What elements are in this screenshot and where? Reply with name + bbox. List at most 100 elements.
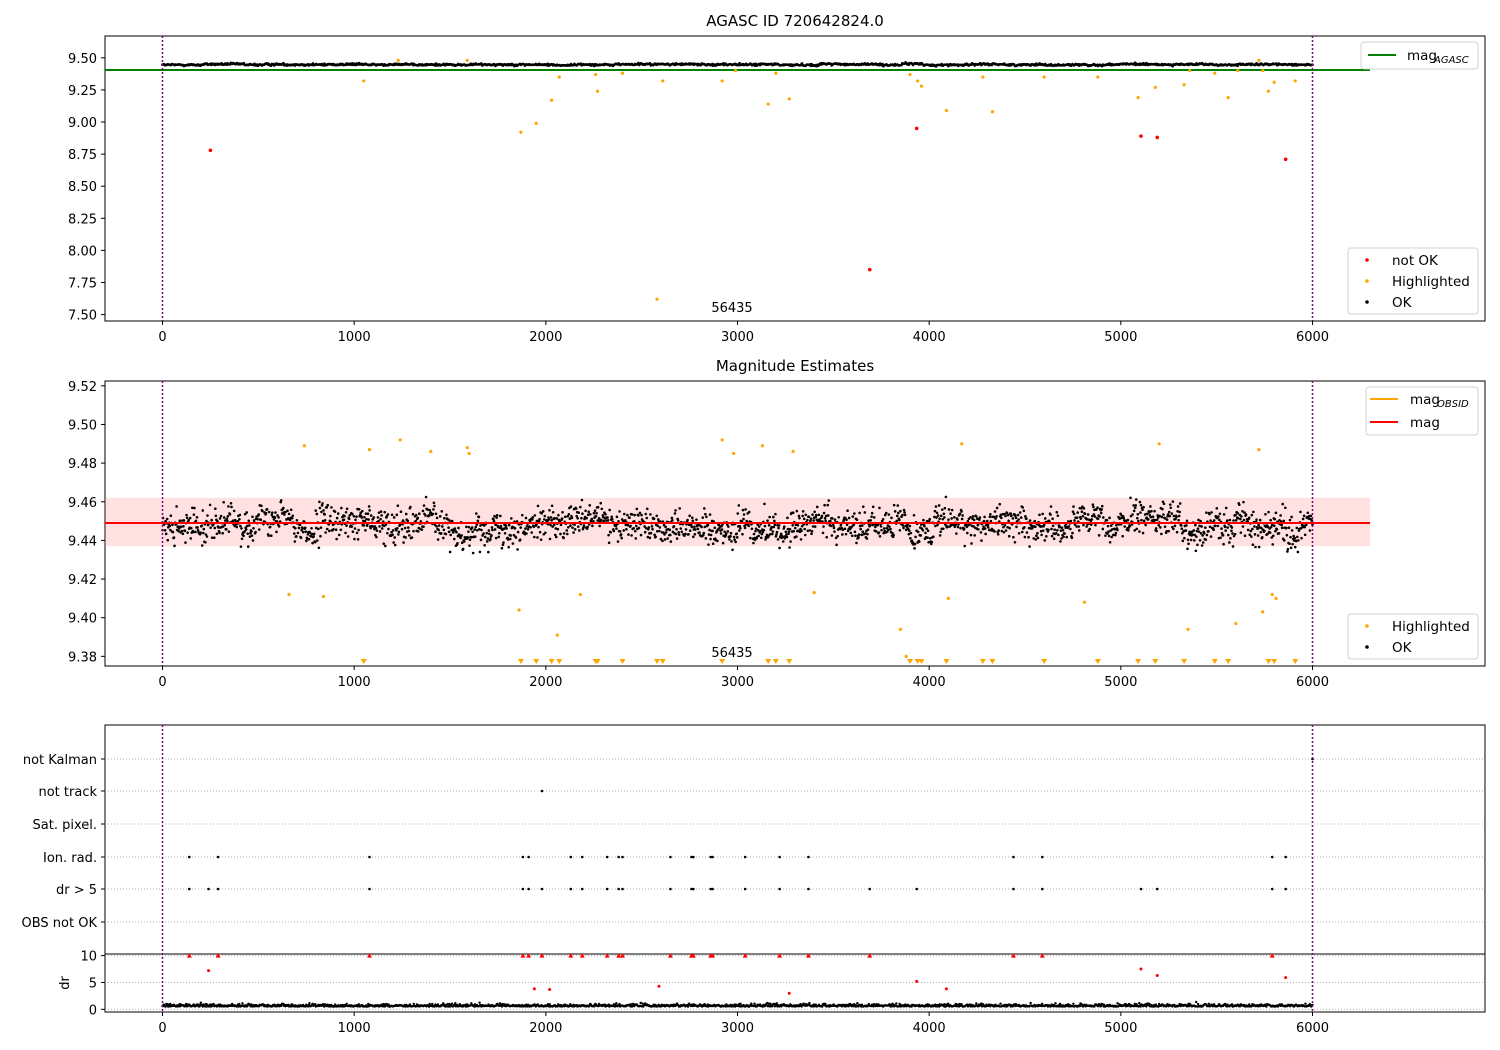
chart-2-ok-point: [741, 508, 745, 512]
chart-2-ok-point: [907, 532, 911, 536]
chart-2-ok-point: [369, 514, 373, 517]
chart-2-ok-point: [640, 513, 643, 517]
chart-2-ok-point: [437, 528, 440, 532]
chart-2-ok-point: [367, 505, 371, 508]
chart-2-ok-point: [1229, 537, 1232, 540]
chart-2-ok-point: [1111, 533, 1115, 537]
chart-2-ok-point: [233, 524, 236, 528]
chart-2-ok-point: [571, 526, 574, 529]
chart-2-ok-point: [963, 544, 967, 548]
chart-3-flag-point: [709, 855, 712, 859]
chart-2-ok-point: [238, 517, 241, 521]
chart-2-ok-point: [323, 518, 327, 522]
chart-3-flag-point: [569, 855, 573, 859]
chart-2-ok-point: [879, 525, 883, 528]
chart-2-ok-point: [1027, 535, 1030, 539]
chart-2-offscale-marker: [654, 659, 660, 664]
chart-2-ok-point: [231, 519, 235, 522]
chart-2-ok-point: [165, 517, 169, 521]
chart-2-ok-point: [658, 529, 661, 533]
chart-2-ok-point: [1051, 524, 1055, 528]
chart-2-ok-point: [1135, 527, 1139, 531]
chart-2-ok-point: [166, 538, 170, 542]
chart-2-ok-point: [1134, 498, 1138, 501]
chart-2-ok-point: [804, 513, 808, 517]
chart-2-ok-point: [1285, 533, 1289, 537]
chart-2-ok-point: [531, 516, 535, 519]
chart-2-offscale-marker: [1135, 659, 1142, 664]
chart-2-ok-point: [1094, 523, 1097, 527]
chart-2-ok-point: [477, 515, 481, 519]
chart-2-ok-point: [752, 532, 756, 536]
chart-2-ok-point: [693, 532, 697, 536]
chart-2-ok-point: [219, 514, 223, 518]
chart-2-ok-point: [982, 525, 985, 529]
chart-2-ok-point: [844, 532, 848, 536]
chart-2-ok-point: [1137, 519, 1140, 523]
chart-2-ok-point: [726, 530, 730, 533]
chart-2-ok-point: [977, 528, 980, 531]
chart-2-ok-point: [586, 525, 589, 529]
chart-2-ok-point: [283, 513, 286, 516]
chart-2-ok-point: [1114, 533, 1117, 537]
chart-2-ok-point: [934, 505, 938, 508]
chart-2-ok-point: [513, 527, 517, 530]
chart-2-highlighted-point: [555, 633, 559, 637]
chart-2-ok-point: [1049, 513, 1052, 516]
chart-2-ok-point: [214, 507, 217, 511]
chart-2-ok-point: [1057, 533, 1060, 537]
chart-2-ok-point: [1129, 496, 1132, 500]
chart-2-ok-point: [707, 533, 711, 536]
chart-2-ok-point: [581, 512, 584, 515]
chart-1-not-ok-point: [1155, 135, 1160, 140]
chart-3-flag-point: [711, 887, 714, 891]
chart-2-ok-point: [340, 506, 343, 510]
chart-2-ok-point: [978, 516, 982, 519]
chart-2-ok-point: [1030, 527, 1034, 530]
chart-2-ok-point: [1160, 532, 1163, 536]
chart-2-ytick-label: 9.38: [68, 650, 97, 665]
chart-2-ok-point: [973, 534, 976, 537]
chart-2-ok-point: [626, 513, 629, 517]
chart-2-ok-point: [201, 531, 205, 535]
chart-2-ok-point: [1199, 532, 1203, 535]
chart-2-ok-point: [1172, 514, 1176, 518]
chart-2-ok-point: [232, 509, 236, 513]
chart-2-ok-point: [934, 524, 937, 528]
chart-2-ok-point: [1201, 541, 1205, 544]
chart-2-ok-point: [383, 544, 387, 548]
chart-2-ok-point: [172, 536, 176, 539]
chart-2-ok-point: [650, 525, 654, 528]
chart-2-ok-point: [1133, 529, 1136, 532]
chart-2-ok-point: [1122, 516, 1126, 520]
chart-2-ok-point: [414, 513, 418, 517]
chart-2-ok-point: [1264, 512, 1267, 516]
chart-2-ok-point: [397, 530, 401, 534]
chart-2-ok-point: [989, 519, 993, 523]
chart-2-ok-point: [738, 529, 741, 532]
chart-2-ok-point: [659, 537, 663, 541]
chart-1-ok-point: [800, 62, 804, 65]
chart-2-ok-point: [787, 532, 790, 536]
chart-2-ok-point: [1033, 519, 1037, 523]
chart-2-ok-point: [606, 519, 610, 522]
chart-2-ok-point: [556, 527, 560, 531]
chart-2-ok-point: [291, 514, 295, 518]
chart-2-highlighted-point: [287, 592, 291, 597]
chart-2-ok-point: [576, 516, 580, 520]
chart-2-ok-point: [1168, 514, 1172, 518]
chart-2-ok-point: [962, 527, 966, 531]
chart-2-ok-point: [624, 519, 627, 522]
chart-2-ok-point: [1199, 519, 1202, 523]
chart-2-ok-point: [983, 515, 986, 519]
chart-2-ok-point: [1252, 510, 1255, 514]
chart-2-ok-point: [490, 534, 493, 537]
chart-2-ok-point: [1268, 531, 1272, 534]
chart-2-ok-point: [448, 519, 451, 522]
chart-2-ok-point: [793, 526, 797, 530]
chart-2-ok-point: [335, 537, 338, 541]
chart-2-ok-point: [244, 528, 248, 531]
chart-2-ok-point: [609, 531, 612, 534]
chart-2-highlighted-point: [465, 446, 469, 450]
chart-2-ok-point: [767, 534, 770, 538]
